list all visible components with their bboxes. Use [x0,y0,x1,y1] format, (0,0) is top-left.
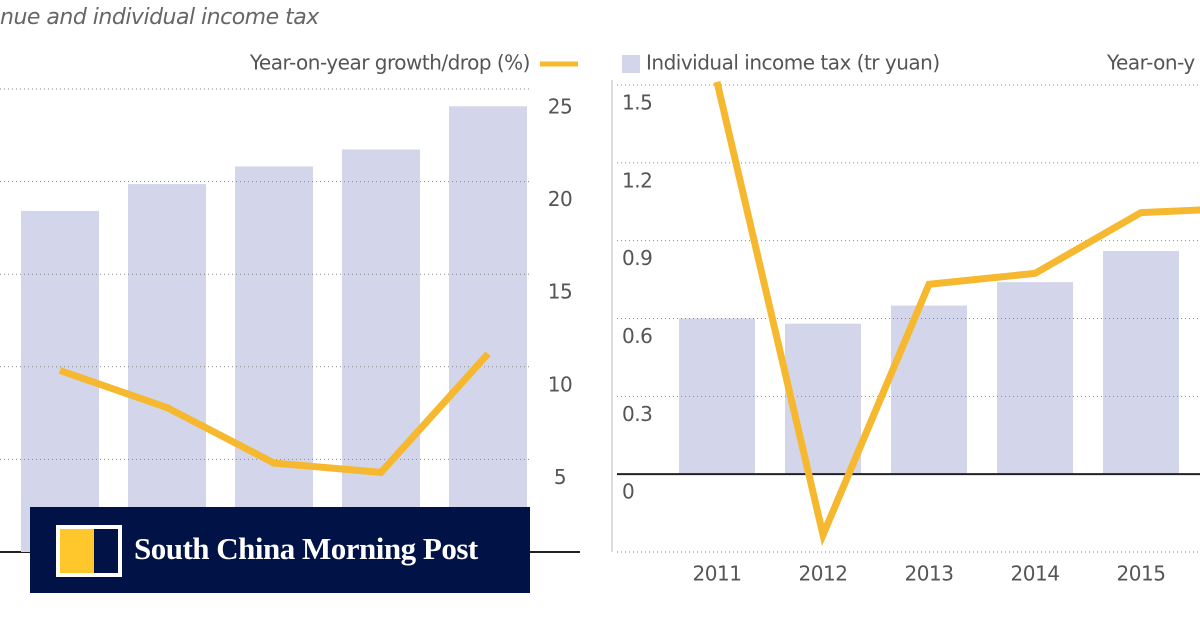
y-tick-label: 15 [548,280,572,304]
chart-title: nue and individual income tax [0,5,320,30]
y-tick-label: 0.3 [622,402,652,426]
legend-label: Year-on-year growth/drop (%) [249,51,530,75]
x-tick-label: 2012 [799,562,848,586]
logo-icon [60,529,94,573]
y-tick-label: 0.9 [622,246,652,270]
y-tick-label: 0 [622,480,634,504]
x-tick-label: 2011 [693,562,742,586]
legend-swatch [622,55,640,73]
y-tick-label: 20 [548,187,572,211]
bar [449,106,527,552]
bar [128,184,206,552]
x-tick-label: 2014 [1011,562,1060,586]
x-tick-label: 2015 [1117,562,1166,586]
legend-label: Individual income tax (tr yuan) [646,51,940,75]
y-tick-label: 0.6 [622,324,652,348]
line-series [58,351,491,477]
y-tick-label: 1.2 [622,168,652,192]
line-series [713,81,1200,547]
logo[interactable]: South China Morning Post [30,507,530,593]
bar [342,149,420,553]
bar [785,323,861,475]
legend-label: Year-on-y [1106,51,1195,75]
y-tick-label: 1.5 [622,91,652,115]
bar [235,166,313,552]
logo-icon-frame [56,525,122,577]
bar [997,282,1073,475]
y-tick-label: 10 [548,372,572,396]
y-tick-label: 5 [554,465,566,489]
logo-text: South China Morning Post [134,531,478,566]
x-tick-label: 2013 [905,562,954,586]
bar [1103,251,1179,475]
bar [891,305,967,475]
y-tick-label: 25 [548,95,572,119]
